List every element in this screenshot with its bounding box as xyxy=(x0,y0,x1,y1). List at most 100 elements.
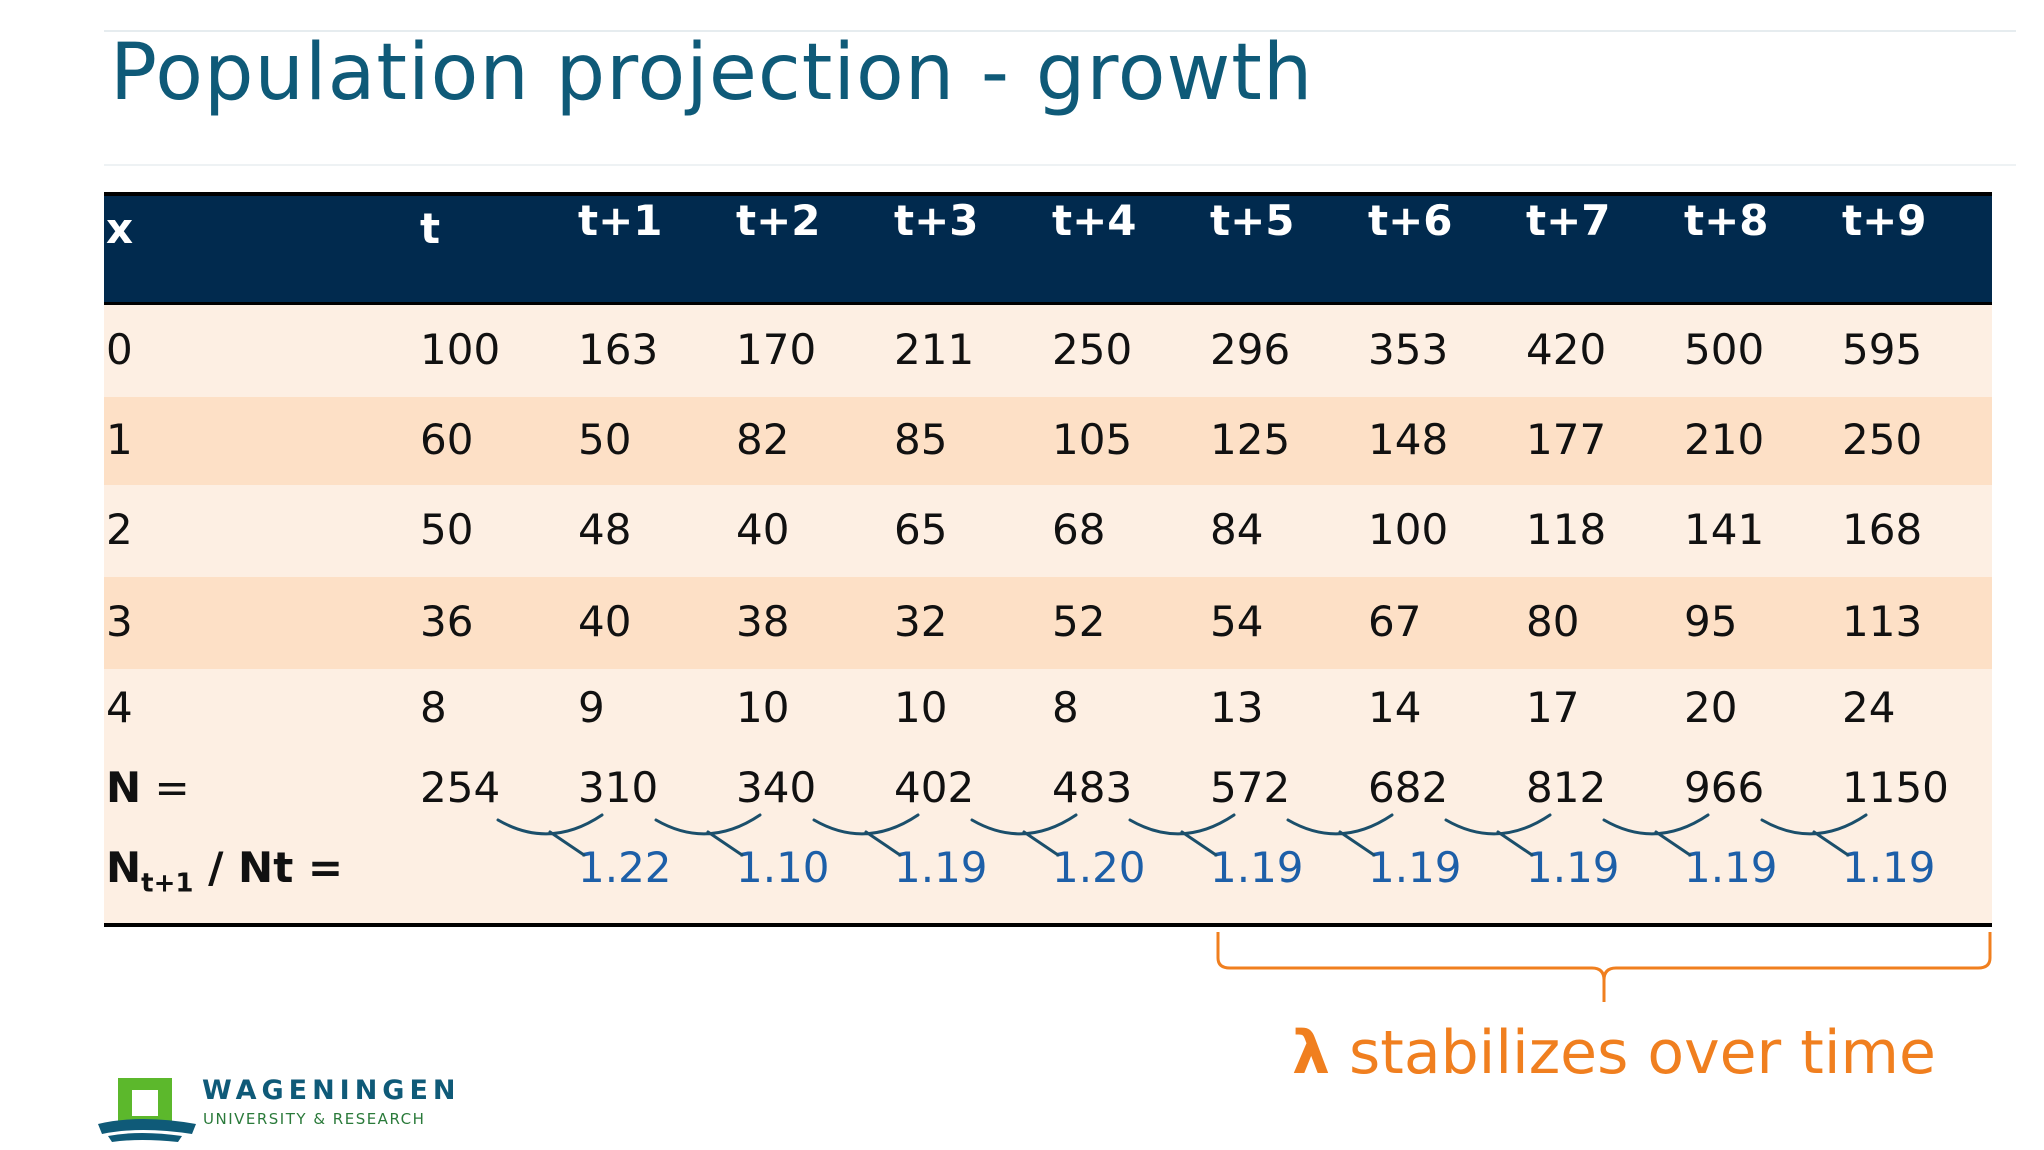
total-cell: 812 xyxy=(1526,763,1607,812)
total-cell: 402 xyxy=(894,763,975,812)
header-cell: t+4 xyxy=(1052,196,1137,245)
value-cell: 100 xyxy=(1368,505,1449,554)
header-cell: t+5 xyxy=(1210,196,1295,245)
total-cell: 483 xyxy=(1052,763,1133,812)
value-cell: 105 xyxy=(1052,415,1133,464)
total-cell: 966 xyxy=(1684,763,1765,812)
value-cell: 353 xyxy=(1368,325,1449,374)
value-cell: 40 xyxy=(578,597,632,646)
value-cell: 95 xyxy=(1684,597,1738,646)
value-cell: 100 xyxy=(420,325,501,374)
value-cell: 84 xyxy=(1210,505,1264,554)
table-header-row: x t t+1 t+2 t+3 t+4 t+5 t+6 t+7 t+8 t+9 xyxy=(104,192,1992,305)
value-cell: 168 xyxy=(1842,505,1923,554)
value-cell: 595 xyxy=(1842,325,1923,374)
header-cell: t+6 xyxy=(1368,196,1453,245)
ratio-row: Nt+1 / Nt = 1.22 1.10 1.19 1.20 1.19 1.1… xyxy=(104,835,1992,927)
total-cell: 254 xyxy=(420,763,501,812)
value-cell: 210 xyxy=(1684,415,1765,464)
value-cell: 148 xyxy=(1368,415,1449,464)
value-cell: 82 xyxy=(736,415,790,464)
value-cell: 177 xyxy=(1526,415,1607,464)
age-cell: 2 xyxy=(106,505,133,554)
table-row: 4 8 9 10 10 8 13 14 17 20 24 xyxy=(104,669,1992,755)
age-cell: 1 xyxy=(106,415,133,464)
value-cell: 10 xyxy=(736,683,790,732)
value-cell: 141 xyxy=(1684,505,1765,554)
value-cell: 40 xyxy=(736,505,790,554)
value-cell: 14 xyxy=(1368,683,1422,732)
ratio-cell: 1.19 xyxy=(1684,843,1778,892)
value-cell: 125 xyxy=(1210,415,1291,464)
top-rule xyxy=(104,30,2016,32)
header-cell-x: x xyxy=(106,204,134,253)
ratio-cell: 1.19 xyxy=(894,843,988,892)
value-cell: 50 xyxy=(578,415,632,464)
value-cell: 50 xyxy=(420,505,474,554)
ratio-cell: 1.19 xyxy=(1526,843,1620,892)
wageningen-logo-icon xyxy=(98,1078,196,1142)
table-row: 0 100 163 170 211 250 296 353 420 500 59… xyxy=(104,305,1992,397)
stabilization-brace xyxy=(1216,932,1992,1002)
header-cell: t+1 xyxy=(578,196,663,245)
value-cell: 500 xyxy=(1684,325,1765,374)
value-cell: 250 xyxy=(1052,325,1133,374)
value-cell: 80 xyxy=(1526,597,1580,646)
header-cell: t+8 xyxy=(1684,196,1769,245)
table-row: 1 60 50 82 85 105 125 148 177 210 250 xyxy=(104,397,1992,485)
value-cell: 163 xyxy=(578,325,659,374)
age-cell: 0 xyxy=(106,325,133,374)
ratio-cell: 1.19 xyxy=(1210,843,1304,892)
value-cell: 420 xyxy=(1526,325,1607,374)
value-cell: 32 xyxy=(894,597,948,646)
total-cell: 572 xyxy=(1210,763,1291,812)
value-cell: 20 xyxy=(1684,683,1738,732)
ratio-cell: 1.19 xyxy=(1368,843,1462,892)
value-cell: 17 xyxy=(1526,683,1580,732)
total-cell: 1150 xyxy=(1842,763,1949,812)
value-cell: 24 xyxy=(1842,683,1896,732)
ratio-cell: 1.22 xyxy=(578,843,672,892)
value-cell: 13 xyxy=(1210,683,1264,732)
header-cell: t+7 xyxy=(1526,196,1611,245)
value-cell: 211 xyxy=(894,325,975,374)
ratio-cell: 1.10 xyxy=(736,843,830,892)
lambda-annotation: λ stabilizes over time xyxy=(1292,1018,1936,1088)
value-cell: 85 xyxy=(894,415,948,464)
header-cell: t+3 xyxy=(894,196,979,245)
value-cell: 38 xyxy=(736,597,790,646)
value-cell: 60 xyxy=(420,415,474,464)
title-rule xyxy=(104,164,2016,166)
slide-title: Population projection - growth xyxy=(110,28,1314,118)
ratio-label: Nt+1 / Nt = xyxy=(106,843,344,899)
value-cell: 10 xyxy=(894,683,948,732)
value-cell: 118 xyxy=(1526,505,1607,554)
value-cell: 67 xyxy=(1368,597,1422,646)
header-cell: t xyxy=(420,204,441,253)
value-cell: 48 xyxy=(578,505,632,554)
value-cell: 54 xyxy=(1210,597,1264,646)
logo-wordmark: WAGENINGEN xyxy=(202,1075,461,1106)
logo-subtitle: UNIVERSITY & RESEARCH xyxy=(203,1110,426,1128)
table-row: 3 36 40 38 32 52 54 67 80 95 113 xyxy=(104,577,1992,669)
value-cell: 8 xyxy=(1052,683,1079,732)
totals-row: N = 254 310 340 402 483 572 682 812 966 … xyxy=(104,755,1992,835)
total-cell: 310 xyxy=(578,763,659,812)
value-cell: 9 xyxy=(578,683,605,732)
value-cell: 65 xyxy=(894,505,948,554)
total-cell: 340 xyxy=(736,763,817,812)
value-cell: 68 xyxy=(1052,505,1106,554)
total-cell: 682 xyxy=(1368,763,1449,812)
value-cell: 8 xyxy=(420,683,447,732)
value-cell: 250 xyxy=(1842,415,1923,464)
value-cell: 170 xyxy=(736,325,817,374)
header-cell: t+9 xyxy=(1842,196,1927,245)
totals-label: N = xyxy=(106,763,190,812)
table-row: 2 50 48 40 65 68 84 100 118 141 168 xyxy=(104,485,1992,577)
value-cell: 113 xyxy=(1842,597,1923,646)
ratio-cell: 1.20 xyxy=(1052,843,1146,892)
age-cell: 4 xyxy=(106,683,133,732)
value-cell: 36 xyxy=(420,597,474,646)
value-cell: 296 xyxy=(1210,325,1291,374)
age-cell: 3 xyxy=(106,597,133,646)
